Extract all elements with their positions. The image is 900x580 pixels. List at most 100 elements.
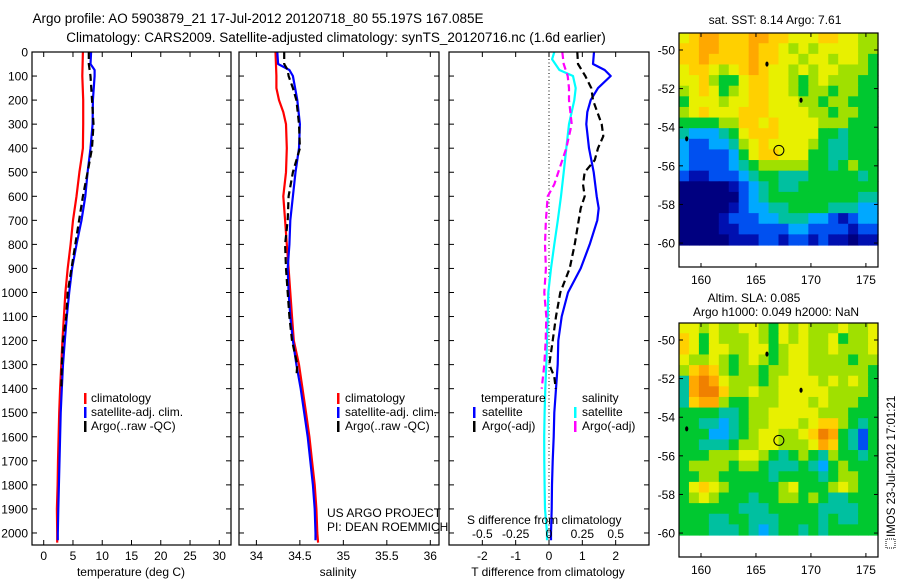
heatmap-cell xyxy=(858,460,869,472)
heatmap-cell xyxy=(768,160,780,172)
heatmap-cell xyxy=(828,396,839,409)
heatmap-cell xyxy=(738,202,750,214)
heatmap-cell xyxy=(778,524,790,536)
x-tick-label: 1 xyxy=(579,549,586,563)
heatmap-cell xyxy=(738,85,750,97)
heatmap-cell xyxy=(818,492,829,504)
heatmap-cell xyxy=(758,428,770,441)
heatmap-cell xyxy=(679,138,690,151)
heatmap-cell xyxy=(778,365,790,377)
heatmap-cell xyxy=(698,460,710,472)
heatmap-cell xyxy=(838,471,849,483)
heatmap-cell xyxy=(758,128,770,140)
heatmap-cell xyxy=(818,138,829,151)
heatmap-cell xyxy=(848,213,859,225)
heatmap-cell xyxy=(838,234,849,246)
heatmap-cell xyxy=(868,375,879,387)
heatmap-cell xyxy=(788,513,799,525)
heatmap-cell xyxy=(838,43,849,55)
x-tick-label: 5 xyxy=(70,549,77,563)
heatmap-cell xyxy=(679,333,690,345)
heatmap-cell xyxy=(708,365,720,377)
heatmap-cell xyxy=(758,343,770,356)
series-line-argo xyxy=(60,52,95,389)
heatmap-cell xyxy=(679,439,690,451)
heatmap-cell xyxy=(798,471,809,483)
credit-pi: PI: DEAN ROEMMICH xyxy=(327,520,448,534)
heatmap-cell xyxy=(868,333,879,345)
heatmap-cell xyxy=(748,170,760,182)
heatmap-cell xyxy=(778,503,790,515)
heatmap-cell xyxy=(718,43,730,55)
heatmap-cell xyxy=(848,450,859,462)
salinity-x-axis-label: salinity xyxy=(320,565,357,579)
heatmap-cell xyxy=(808,503,819,515)
heatmap-cell xyxy=(848,354,859,366)
heatmap-cell xyxy=(728,85,740,97)
heatmap-cell xyxy=(698,117,710,129)
heatmap-cell xyxy=(758,513,770,525)
heatmap-cell xyxy=(698,64,710,76)
heatmap-cell xyxy=(688,181,700,193)
heatmap-cell xyxy=(868,202,879,214)
heatmap-cell xyxy=(818,170,829,182)
heatmap-cell xyxy=(688,223,700,235)
lon-tick-label: 175 xyxy=(856,563,876,577)
heatmap-cell xyxy=(679,428,690,441)
s-difference-axis-label: S difference from climatology xyxy=(467,513,622,527)
heatmap-cell xyxy=(708,492,720,504)
heatmap-cell xyxy=(808,471,819,483)
heatmap-cell xyxy=(788,471,799,483)
heatmap-cell xyxy=(718,407,730,419)
heatmap-cell xyxy=(718,191,730,204)
heatmap-cell xyxy=(728,333,740,345)
heatmap-cell xyxy=(748,149,760,161)
heatmap-cell xyxy=(758,492,770,504)
heatmap-cell xyxy=(738,234,750,246)
heatmap-cell xyxy=(838,439,849,451)
heatmap-cell xyxy=(688,428,700,441)
heatmap-cell xyxy=(818,513,829,525)
heatmap-cell xyxy=(748,428,760,441)
heatmap-cell xyxy=(718,32,730,44)
heatmap-cell xyxy=(738,460,750,472)
heatmap-cell xyxy=(808,191,819,204)
heatmap-cell xyxy=(778,333,790,345)
heatmap-cell xyxy=(838,503,849,515)
heatmap-cell xyxy=(748,181,760,193)
heatmap-cell xyxy=(788,202,799,214)
heatmap-cell xyxy=(679,223,690,235)
heatmap-cell xyxy=(778,343,790,356)
heatmap-cell xyxy=(778,85,790,97)
heatmap-cell xyxy=(828,32,839,44)
heatmap-cell xyxy=(798,428,809,441)
heatmap-cell xyxy=(718,333,730,345)
heatmap-cell xyxy=(768,428,780,441)
heatmap-cell xyxy=(718,386,730,398)
heatmap-cell xyxy=(679,53,690,66)
heatmap-cell xyxy=(688,513,700,525)
x-tick-label: 34 xyxy=(250,549,264,563)
heatmap-cell xyxy=(688,460,700,472)
heatmap-cell xyxy=(798,396,809,409)
heatmap-cell xyxy=(738,191,750,204)
x-tick-label: 15 xyxy=(125,549,139,563)
heatmap-cell xyxy=(818,149,829,161)
y-tick-label: 600 xyxy=(8,190,28,204)
heatmap-cell xyxy=(679,213,690,225)
heatmap-cell xyxy=(758,53,770,66)
imos-timestamp: IMOS 23-Jul-2012 17:01:21 xyxy=(885,396,898,549)
heatmap-cell xyxy=(798,149,809,161)
sla-map-panel: 160 165 170 175 -50 -52 -54 -56 -58 -60 xyxy=(658,322,879,577)
heatmap-cell xyxy=(708,213,720,225)
heatmap-cell xyxy=(838,202,849,214)
heatmap-cell xyxy=(738,396,750,409)
heatmap-cell xyxy=(818,75,829,87)
heatmap-cell xyxy=(868,354,879,366)
heatmap-cell xyxy=(798,365,809,377)
lon-tick-label: 170 xyxy=(801,273,821,287)
heatmap-cell xyxy=(868,213,879,225)
legend-swatch-s-satellite xyxy=(574,407,577,418)
heatmap-cell xyxy=(688,333,700,345)
heatmap-cell xyxy=(838,428,849,441)
